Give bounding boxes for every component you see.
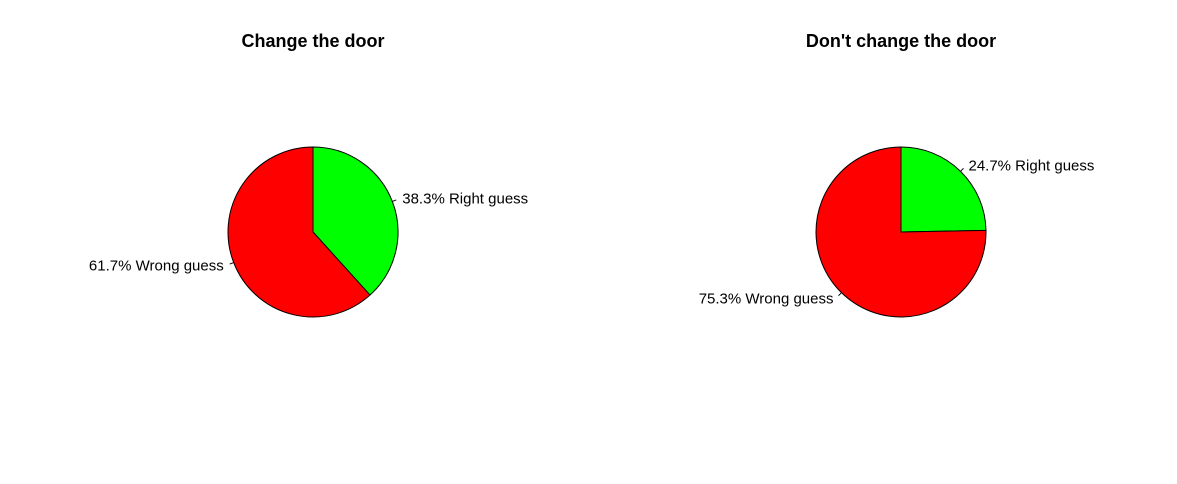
pie-slice-right-guess (312, 146, 399, 296)
slice-label: 38.3% Right guess (402, 190, 528, 207)
pie-chart-dont-change-door: Don't change the door 24.7% Right guess 7… (699, 31, 1094, 318)
slice-label: 61.7% Wrong guess (89, 258, 224, 275)
slice-label: 24.7% Right guess (968, 157, 1094, 174)
pie-slice-wrong-guess (815, 146, 987, 318)
label-leader-line (229, 262, 234, 265)
label-leader-line (392, 199, 397, 202)
label-leader-line (838, 292, 842, 297)
chart-title: Don't change the door (806, 31, 996, 51)
chart-title: Change the door (242, 31, 385, 51)
pie-chart-change-door: Change the door 38.3% Right guess 61.7% W… (89, 31, 528, 318)
pie-slice-wrong-guess (227, 146, 371, 318)
label-leader-line (960, 167, 964, 172)
slice-label: 75.3% Wrong guess (699, 291, 834, 308)
